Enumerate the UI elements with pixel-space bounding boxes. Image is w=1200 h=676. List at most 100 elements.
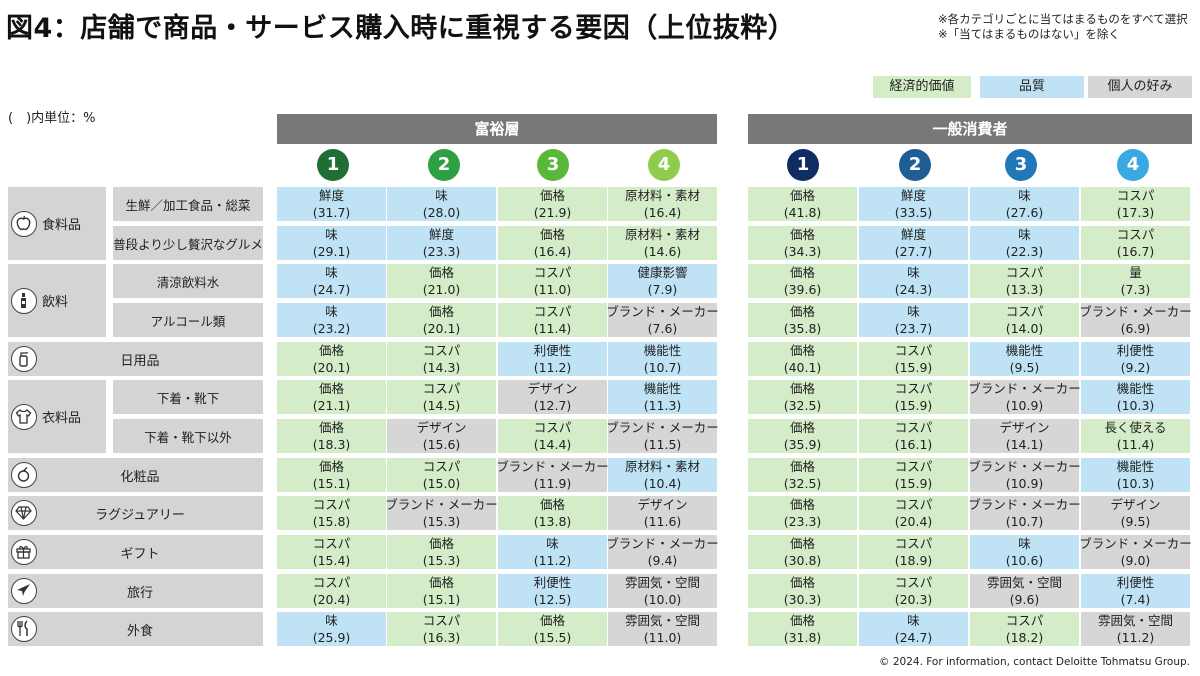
factor-name: 機能性 — [1116, 459, 1155, 474]
data-cell-general: コスパ (13.3) — [970, 264, 1079, 298]
factor-value: (11.2) — [533, 553, 572, 568]
factor-value: (31.8) — [783, 630, 822, 645]
rank-badge-general-1: 1 — [787, 149, 819, 181]
factor-value: (16.1) — [894, 437, 933, 452]
data-cell-general: コスパ (14.0) — [970, 303, 1079, 337]
factor-name: コスパ — [894, 497, 933, 512]
factor-name: コスパ — [312, 497, 351, 512]
category-label: ラグジュアリー — [8, 496, 263, 530]
factor-name: 鮮度 — [900, 188, 926, 203]
subcategory-label: 下着・靴下 — [113, 380, 263, 414]
factor-name: コスパ — [422, 613, 461, 628]
data-cell-wealthy: 価格 (20.1) — [277, 342, 386, 376]
data-cell-general: 価格 (30.8) — [748, 535, 857, 569]
factor-name: 味 — [907, 613, 920, 628]
data-cell-wealthy: 価格 (21.0) — [387, 264, 496, 298]
factor-name: 価格 — [789, 497, 815, 512]
data-cell-general: 味 (10.6) — [970, 535, 1079, 569]
group-header-wealthy: 富裕層 — [277, 114, 717, 144]
factor-name: 雰囲気・空間 — [986, 575, 1062, 590]
factor-value: (16.3) — [422, 630, 461, 645]
cutlery-icon — [11, 616, 37, 642]
factor-name: ブランド・メーカー — [968, 459, 1081, 474]
factor-name: 味 — [325, 227, 338, 242]
factor-name: 味 — [546, 536, 559, 551]
factor-name: 鮮度 — [900, 227, 926, 242]
factor-value: (15.9) — [894, 476, 933, 491]
data-cell-wealthy: 利便性 (12.5) — [498, 574, 607, 608]
factor-value: (15.0) — [422, 476, 461, 491]
factor-value: (33.5) — [894, 205, 933, 220]
data-cell-wealthy: コスパ (15.8) — [277, 496, 386, 530]
factor-value: (32.5) — [783, 398, 822, 413]
factor-value: (27.6) — [1005, 205, 1044, 220]
factor-name: 価格 — [428, 536, 454, 551]
factor-value: (9.0) — [1120, 553, 1151, 568]
factor-value: (9.2) — [1120, 360, 1151, 375]
factor-value: (11.0) — [643, 630, 682, 645]
factor-name: 味 — [907, 304, 920, 319]
data-cell-general: コスパ (16.7) — [1081, 226, 1190, 260]
data-cell-wealthy: 機能性 (10.7) — [608, 342, 717, 376]
data-cell-general: デザイン (14.1) — [970, 419, 1079, 453]
data-cell-wealthy: 機能性 (11.3) — [608, 380, 717, 414]
data-cell-wealthy: コスパ (20.4) — [277, 574, 386, 608]
factor-name: 鮮度 — [318, 188, 344, 203]
factor-value: (13.8) — [533, 514, 572, 529]
data-cell-general: コスパ (18.2) — [970, 612, 1079, 646]
factor-value: (10.7) — [1005, 514, 1044, 529]
factor-value: (9.4) — [647, 553, 678, 568]
factor-value: (21.0) — [422, 282, 461, 297]
group-header-general: 一般消費者 — [748, 114, 1192, 144]
factor-value: (10.9) — [1005, 476, 1044, 491]
factor-value: (9.5) — [1120, 514, 1151, 529]
factor-name: 価格 — [428, 575, 454, 590]
factor-name: 価格 — [318, 343, 344, 358]
category-label: 飲料 — [8, 264, 106, 337]
data-cell-general: 価格 (35.9) — [748, 419, 857, 453]
factor-name: 価格 — [789, 188, 815, 203]
data-cell-general: 味 (24.7) — [859, 612, 968, 646]
factor-value: (15.3) — [422, 553, 461, 568]
factor-name: 味 — [325, 613, 338, 628]
factor-name: 利便性 — [1116, 575, 1155, 590]
data-cell-general: デザイン (9.5) — [1081, 496, 1190, 530]
factor-name: 価格 — [789, 459, 815, 474]
data-cell-general: 価格 (31.8) — [748, 612, 857, 646]
data-cell-wealthy: 健康影響 (7.9) — [608, 264, 717, 298]
factor-value: (11.2) — [533, 360, 572, 375]
factor-name: 味 — [907, 265, 920, 280]
data-cell-wealthy: ブランド・メーカー (9.4) — [606, 535, 719, 569]
data-cell-general: ブランド・メーカー (9.0) — [1079, 535, 1192, 569]
factor-name: ブランド・メーカー — [385, 497, 498, 512]
data-cell-wealthy: 味 (28.0) — [387, 187, 496, 221]
data-cell-general: 機能性 (9.5) — [970, 342, 1079, 376]
data-cell-general: ブランド・メーカー (6.9) — [1079, 303, 1192, 337]
factor-value: (9.5) — [1009, 360, 1040, 375]
factor-value: (23.2) — [312, 321, 351, 336]
factor-name: 価格 — [789, 613, 815, 628]
factor-name: コスパ — [312, 536, 351, 551]
data-cell-wealthy: デザイン (11.6) — [608, 496, 717, 530]
data-cell-general: 利便性 (9.2) — [1081, 342, 1190, 376]
gift-icon — [11, 539, 37, 565]
data-cell-general: 価格 (32.5) — [748, 380, 857, 414]
apple-icon — [11, 210, 37, 237]
factor-value: (23.3) — [783, 514, 822, 529]
data-cell-general: 鮮度 (27.7) — [859, 226, 968, 260]
factor-name: 価格 — [789, 265, 815, 280]
factor-value: (15.9) — [894, 398, 933, 413]
factor-name: ブランド・メーカー — [968, 497, 1081, 512]
factor-name: コスパ — [1005, 613, 1044, 628]
factor-value: (7.4) — [1120, 592, 1151, 607]
category-name: 化粧品 — [120, 469, 160, 485]
factor-name: デザイン — [1110, 497, 1161, 512]
bottle-icon — [11, 287, 37, 314]
factor-value: (25.9) — [312, 630, 351, 645]
data-cell-general: 味 (23.7) — [859, 303, 968, 337]
data-cell-general: コスパ (18.9) — [859, 535, 968, 569]
factor-name: 価格 — [539, 497, 565, 512]
factor-name: 原材料・素材 — [624, 227, 700, 242]
category-name: 飲料 — [42, 295, 69, 310]
factor-name: コスパ — [533, 420, 572, 435]
